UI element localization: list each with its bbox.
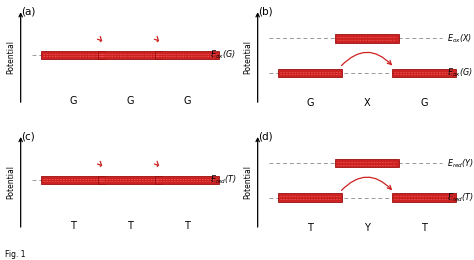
Bar [98, 51, 162, 59]
Text: G: G [69, 96, 77, 106]
Bar [335, 34, 399, 43]
Text: (a): (a) [21, 6, 35, 16]
Bar [278, 193, 342, 202]
Text: G: G [183, 96, 191, 106]
Text: Potential: Potential [243, 165, 252, 199]
Text: X: X [364, 98, 370, 108]
Text: Y: Y [364, 223, 370, 233]
Bar [98, 176, 162, 184]
Text: Fig. 1: Fig. 1 [5, 250, 25, 259]
Text: T: T [127, 221, 133, 231]
Text: T: T [307, 223, 313, 233]
Text: Potential: Potential [6, 40, 15, 74]
Text: (c): (c) [21, 131, 35, 141]
Text: T: T [70, 221, 76, 231]
Bar [41, 176, 105, 184]
Bar [335, 159, 399, 167]
Text: (d): (d) [258, 131, 272, 141]
Text: T: T [421, 223, 427, 233]
Text: $E_{red}$(Y): $E_{red}$(Y) [447, 157, 474, 170]
Text: Potential: Potential [6, 165, 15, 199]
Text: T: T [184, 221, 190, 231]
Text: $E_{ox}$(G): $E_{ox}$(G) [210, 49, 235, 61]
Bar [278, 69, 342, 77]
Bar [41, 51, 105, 59]
Text: Potential: Potential [243, 40, 252, 74]
Text: (b): (b) [258, 6, 272, 16]
Bar [155, 51, 219, 59]
Text: G: G [126, 96, 134, 106]
Text: $E_{ox}$(X): $E_{ox}$(X) [447, 32, 472, 45]
Text: $E_{ox}$(G): $E_{ox}$(G) [447, 67, 472, 79]
Text: G: G [420, 98, 428, 108]
Text: G: G [306, 98, 314, 108]
Bar [392, 193, 456, 202]
Bar [392, 69, 456, 77]
Text: $E_{red}$(T): $E_{red}$(T) [210, 174, 237, 186]
Bar [155, 176, 219, 184]
Text: $E_{red}$(T): $E_{red}$(T) [447, 191, 474, 204]
